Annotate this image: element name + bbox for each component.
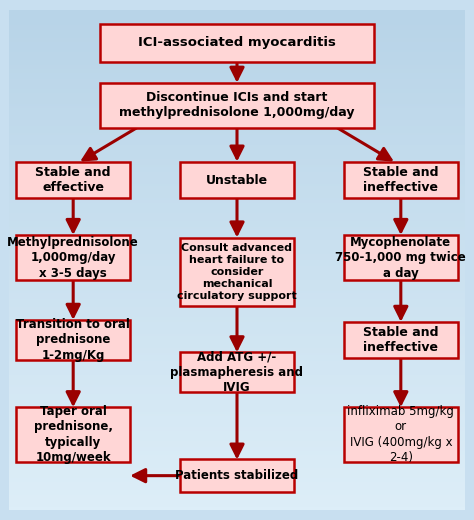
Text: Taper oral
prednisone,
typically
10mg/week: Taper oral prednisone, typically 10mg/we… bbox=[34, 405, 113, 464]
FancyBboxPatch shape bbox=[180, 238, 294, 306]
Text: Stable and
ineffective: Stable and ineffective bbox=[363, 166, 438, 194]
Text: Consult advanced
heart failure to
consider
mechanical
circulatory support: Consult advanced heart failure to consid… bbox=[177, 243, 297, 301]
Text: Patients stabilized: Patients stabilized bbox=[175, 469, 299, 482]
Text: Methylprednisolone
1,000mg/day
x 3-5 days: Methylprednisolone 1,000mg/day x 3-5 day… bbox=[7, 236, 139, 280]
FancyBboxPatch shape bbox=[344, 407, 458, 462]
FancyBboxPatch shape bbox=[16, 320, 130, 360]
Text: Mycophenolate
750-1,000 mg twice
a day: Mycophenolate 750-1,000 mg twice a day bbox=[336, 236, 466, 280]
FancyBboxPatch shape bbox=[344, 322, 458, 358]
FancyBboxPatch shape bbox=[180, 162, 294, 198]
Text: Stable and
ineffective: Stable and ineffective bbox=[363, 326, 438, 354]
Text: infliximab 5mg/kg
or
IVIG (400mg/kg x
2-4): infliximab 5mg/kg or IVIG (400mg/kg x 2-… bbox=[347, 405, 454, 464]
FancyBboxPatch shape bbox=[16, 162, 130, 198]
FancyBboxPatch shape bbox=[16, 407, 130, 462]
FancyBboxPatch shape bbox=[344, 235, 458, 280]
Text: Stable and
effective: Stable and effective bbox=[36, 166, 111, 194]
FancyBboxPatch shape bbox=[344, 162, 458, 198]
Text: Add ATG +/-
plasmapheresis and
IVIG: Add ATG +/- plasmapheresis and IVIG bbox=[171, 350, 303, 394]
FancyBboxPatch shape bbox=[180, 353, 294, 392]
FancyBboxPatch shape bbox=[100, 24, 374, 61]
Text: Unstable: Unstable bbox=[206, 174, 268, 187]
Text: Transition to oral
prednisone
1-2mg/Kg: Transition to oral prednisone 1-2mg/Kg bbox=[16, 318, 130, 362]
FancyBboxPatch shape bbox=[180, 460, 294, 492]
FancyBboxPatch shape bbox=[16, 235, 130, 280]
FancyBboxPatch shape bbox=[100, 83, 374, 128]
Text: Discontinue ICIs and start
methylprednisolone 1,000mg/day: Discontinue ICIs and start methylprednis… bbox=[119, 91, 355, 120]
Text: ICI-associated myocarditis: ICI-associated myocarditis bbox=[138, 36, 336, 49]
